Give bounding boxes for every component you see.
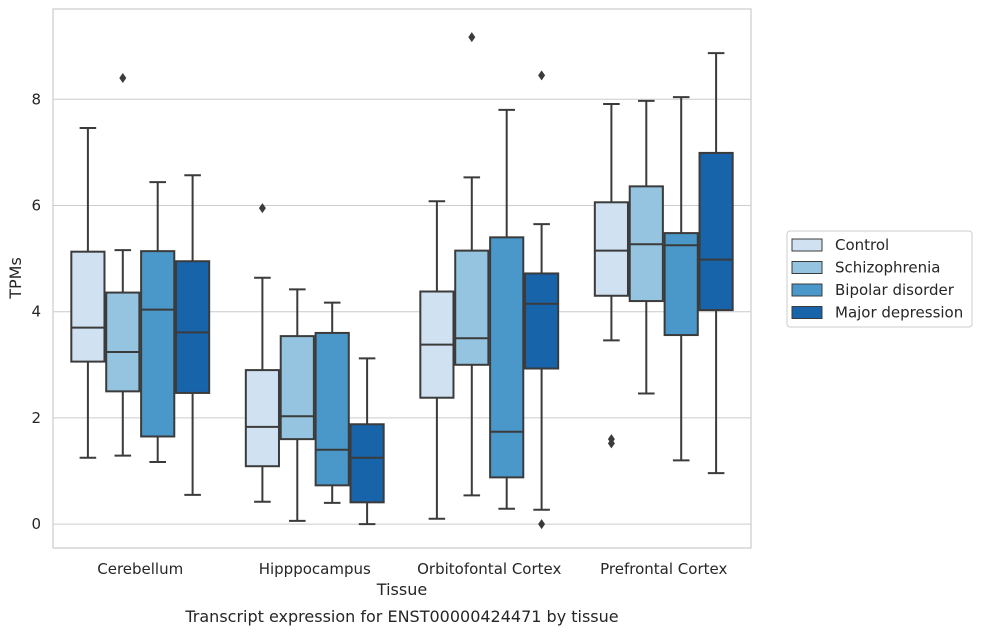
legend-swatch bbox=[791, 283, 823, 297]
box-iqr bbox=[349, 423, 385, 504]
outlier-point bbox=[538, 519, 546, 530]
outlier-point bbox=[119, 73, 127, 84]
box-1-3 bbox=[349, 357, 385, 526]
y-axis-title: TPMs bbox=[6, 257, 25, 300]
box-3-2 bbox=[663, 96, 699, 462]
legend-label: Control bbox=[835, 236, 889, 254]
box-0-2 bbox=[140, 181, 176, 463]
y-tick-label: 6 bbox=[31, 196, 41, 214]
box-2-2 bbox=[489, 108, 525, 510]
box-iqr bbox=[279, 335, 315, 441]
box-0-3 bbox=[175, 174, 211, 496]
box-1-1 bbox=[279, 288, 315, 522]
box-iqr bbox=[489, 236, 525, 479]
legend: Control Schizophrenia Bipolar disorder Majo… bbox=[786, 230, 973, 328]
x-axis-ticks: Cerebellum Hipppocampus Orbitofontal Corte… bbox=[97, 560, 727, 578]
box-3-1 bbox=[628, 99, 664, 395]
y-tick-label: 8 bbox=[31, 90, 41, 108]
outlier-point bbox=[258, 203, 266, 214]
x-tick-label: Hipppocampus bbox=[259, 560, 371, 578]
y-axis-ticks: 0 2 4 6 8 bbox=[31, 90, 41, 533]
box-iqr bbox=[175, 260, 211, 394]
legend-swatch bbox=[791, 238, 823, 252]
box-iqr bbox=[314, 331, 350, 487]
legend-frame bbox=[786, 230, 973, 328]
y-tick-label: 4 bbox=[31, 303, 41, 321]
outlier-point bbox=[538, 70, 546, 81]
box-iqr bbox=[454, 249, 490, 366]
box-2-0 bbox=[419, 200, 455, 520]
box-iqr bbox=[105, 291, 141, 393]
box-1-2 bbox=[314, 301, 350, 504]
x-tick-label: Prefrontal Cortex bbox=[600, 560, 727, 578]
figure-caption: Transcript expression for ENST0000042447… bbox=[184, 607, 618, 626]
y-tick-label: 0 bbox=[31, 515, 41, 533]
box-iqr bbox=[70, 250, 106, 363]
box-iqr bbox=[698, 151, 734, 312]
plot-area-frame bbox=[52, 8, 752, 549]
box-3-0 bbox=[593, 103, 629, 449]
legend-label: Schizophrenia bbox=[835, 259, 940, 277]
box-iqr bbox=[663, 232, 699, 337]
x-tick-label: Orbitofontal Cortex bbox=[417, 560, 561, 578]
box-iqr bbox=[524, 272, 560, 370]
legend-label: Bipolar disorder bbox=[835, 281, 955, 299]
box-0-1 bbox=[105, 73, 141, 457]
box-2-3 bbox=[524, 70, 560, 530]
legend-label: Major depression bbox=[835, 304, 963, 322]
box-iqr bbox=[593, 201, 629, 297]
box-iqr bbox=[140, 250, 176, 438]
box-0-0 bbox=[70, 126, 106, 459]
outlier-point bbox=[468, 32, 476, 43]
outlier-point bbox=[607, 434, 615, 445]
box-2-1 bbox=[454, 32, 490, 497]
legend-swatch bbox=[791, 306, 823, 319]
box-series-layer bbox=[70, 32, 734, 530]
x-tick-label: Cerebellum bbox=[97, 560, 183, 578]
legend-swatch bbox=[791, 261, 823, 274]
box-iqr bbox=[244, 369, 280, 468]
box-1-0 bbox=[244, 203, 280, 503]
x-axis-title: Tissue bbox=[376, 580, 427, 599]
y-tick-label: 2 bbox=[31, 409, 41, 427]
box-3-3 bbox=[698, 52, 734, 475]
